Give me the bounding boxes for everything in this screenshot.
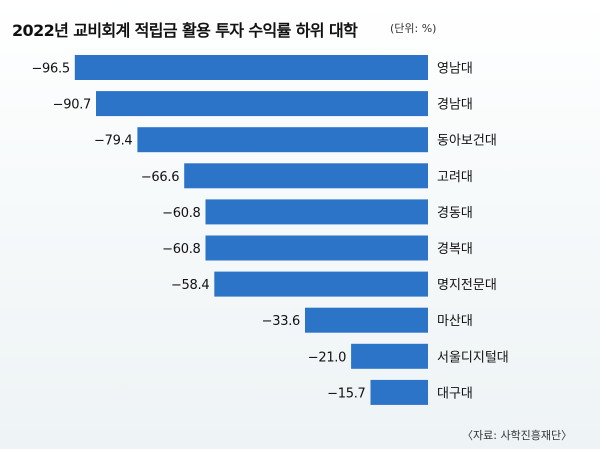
- category-label-1: 영남대: [437, 62, 473, 77]
- bar-7: [214, 271, 428, 297]
- value-label-7: −58.4: [171, 278, 209, 293]
- value-label-9: −21.0: [308, 350, 346, 365]
- bar-2: [96, 91, 428, 117]
- value-label-2: −90.7: [53, 98, 91, 113]
- value-label-1: −96.5: [31, 62, 69, 77]
- category-label-3: 동아보건대: [437, 134, 497, 149]
- category-label-5: 경동대: [437, 206, 473, 221]
- value-label-5: −60.8: [162, 206, 200, 221]
- bar-1: [74, 55, 429, 80]
- value-label-4: −66.6: [141, 170, 179, 185]
- source-note: 〈자료: 사학진흥재단〉: [462, 429, 573, 442]
- bar-3: [137, 127, 428, 153]
- category-label-2: 경남대: [437, 98, 473, 113]
- bar-8: [305, 307, 428, 333]
- value-label-10: −15.7: [327, 386, 365, 401]
- category-label-7: 명지전문대: [437, 278, 497, 293]
- bar-6: [205, 235, 428, 261]
- bars-layer: −96.5 영남대 −90.7 경남대 −79.4 동아보건대 −66.6 고려대 −60.8 경…: [31, 55, 509, 405]
- bar-9: [351, 343, 428, 369]
- chart-unit-label: (단위: %): [390, 22, 437, 35]
- category-label-6: 경복대: [437, 242, 473, 257]
- value-label-8: −33.6: [262, 314, 300, 329]
- bar-4: [184, 163, 428, 189]
- value-label-6: −60.8: [162, 242, 200, 257]
- category-label-8: 마산대: [437, 314, 473, 329]
- bar-10: [370, 379, 428, 405]
- category-label-9: 서울디지털대: [437, 350, 509, 365]
- bar-5: [205, 199, 428, 225]
- value-label-3: −79.4: [94, 134, 132, 149]
- category-label-4: 고려대: [437, 170, 473, 185]
- category-label-10: 대구대: [437, 386, 473, 401]
- chart-title: 2022년 교비회계 적립금 활용 투자 수익률 하위 대학: [12, 21, 358, 40]
